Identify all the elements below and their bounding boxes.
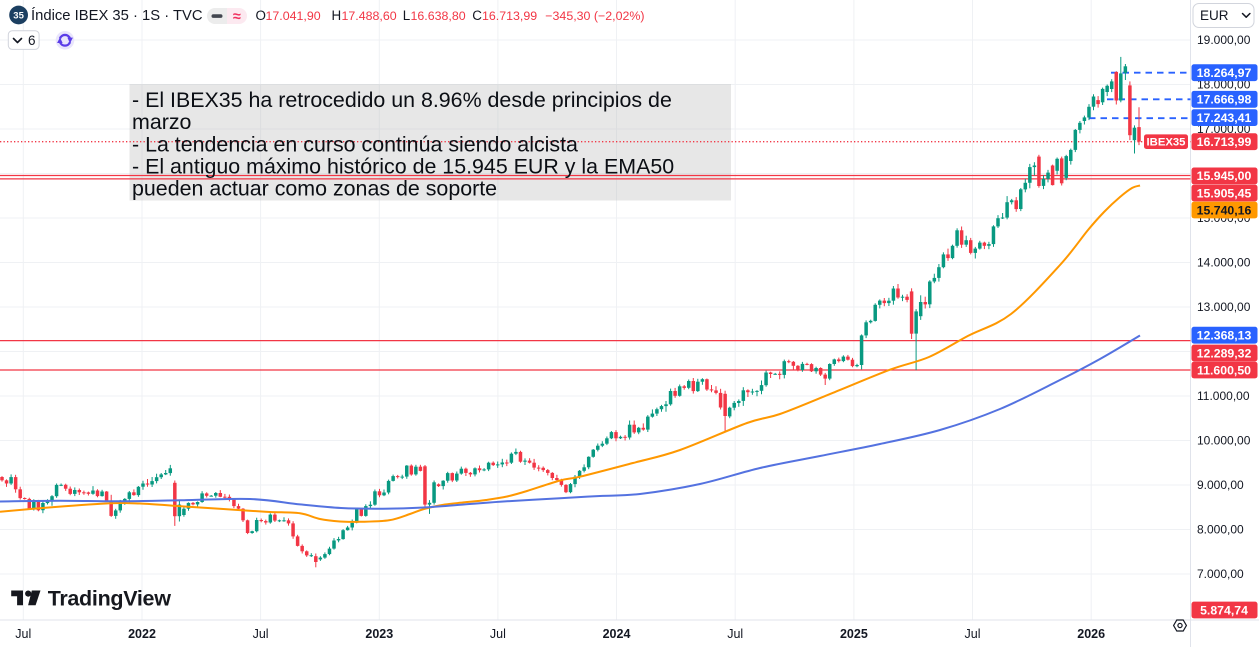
- svg-text:Jul: Jul: [15, 627, 31, 641]
- svg-text:- El antiguo máximo histórico: - El antiguo máximo histórico de 15.945 …: [132, 154, 674, 178]
- svg-text:Jul: Jul: [490, 627, 506, 641]
- svg-text:18.264,97: 18.264,97: [1197, 66, 1252, 80]
- svg-text:marzo: marzo: [132, 110, 191, 134]
- svg-text:12.289,32: 12.289,32: [1197, 346, 1252, 360]
- svg-text:15.945,00: 15.945,00: [1197, 169, 1252, 183]
- svg-text:13.000,00: 13.000,00: [1197, 300, 1251, 314]
- svg-text:- El IBEX35 ha retrocedido un: - El IBEX35 ha retrocedido un 8.96% desd…: [132, 88, 672, 112]
- svg-text:EUR: EUR: [1200, 8, 1229, 23]
- svg-text:5.874,74: 5.874,74: [1200, 603, 1248, 617]
- svg-text:17.041,90: 17.041,90: [266, 9, 321, 23]
- svg-text:17.243,41: 17.243,41: [1197, 111, 1252, 125]
- svg-text:12.368,13: 12.368,13: [1197, 329, 1252, 343]
- svg-text:2025: 2025: [840, 627, 868, 641]
- svg-text:L: L: [403, 8, 410, 23]
- svg-text:8.000,00: 8.000,00: [1197, 523, 1244, 537]
- svg-text:H: H: [332, 8, 342, 23]
- svg-text:11.600,50: 11.600,50: [1197, 363, 1251, 377]
- svg-text:7.000,00: 7.000,00: [1197, 567, 1244, 581]
- svg-text:18.000,00: 18.000,00: [1197, 78, 1251, 92]
- svg-text:15.740,16: 15.740,16: [1197, 203, 1252, 217]
- svg-text:- La tendencia en curso contin: - La tendencia en curso continúa siendo …: [132, 132, 578, 156]
- svg-text:11.000,00: 11.000,00: [1197, 389, 1250, 403]
- svg-text:Jul: Jul: [965, 627, 981, 641]
- svg-text:C: C: [472, 8, 482, 23]
- svg-text:14.000,00: 14.000,00: [1197, 256, 1251, 270]
- svg-text:16.713,99: 16.713,99: [482, 9, 537, 23]
- svg-text:17.666,98: 17.666,98: [1197, 93, 1252, 107]
- svg-text:6: 6: [28, 33, 36, 48]
- svg-text:35: 35: [13, 11, 24, 22]
- svg-text:−345,30 (−2,02%): −345,30 (−2,02%): [545, 9, 644, 23]
- svg-text:Jul: Jul: [253, 627, 269, 641]
- svg-text:16.638,80: 16.638,80: [411, 9, 466, 23]
- svg-text:2022: 2022: [128, 627, 156, 641]
- svg-text:19.000,00: 19.000,00: [1197, 33, 1251, 47]
- svg-text:2023: 2023: [365, 627, 393, 641]
- svg-text:IBEX35: IBEX35: [1147, 137, 1186, 149]
- svg-text:Jul: Jul: [727, 627, 743, 641]
- svg-text:≈: ≈: [233, 9, 241, 25]
- svg-text:O: O: [256, 8, 266, 23]
- svg-text:pueden actuar como zonas de so: pueden actuar como zonas de soporte: [132, 177, 497, 201]
- svg-text:16.713,99: 16.713,99: [1197, 135, 1252, 149]
- svg-text:2024: 2024: [603, 627, 631, 641]
- svg-text:10.000,00: 10.000,00: [1197, 434, 1251, 448]
- svg-text:9.000,00: 9.000,00: [1197, 478, 1244, 492]
- svg-text:2026: 2026: [1077, 627, 1105, 641]
- svg-text:17.488,60: 17.488,60: [342, 9, 397, 23]
- svg-text:Índice IBEX 35 · 1S · TVC: Índice IBEX 35 · 1S · TVC: [31, 7, 203, 24]
- svg-text:15.905,45: 15.905,45: [1197, 186, 1252, 200]
- svg-text:TradingView: TradingView: [48, 587, 172, 611]
